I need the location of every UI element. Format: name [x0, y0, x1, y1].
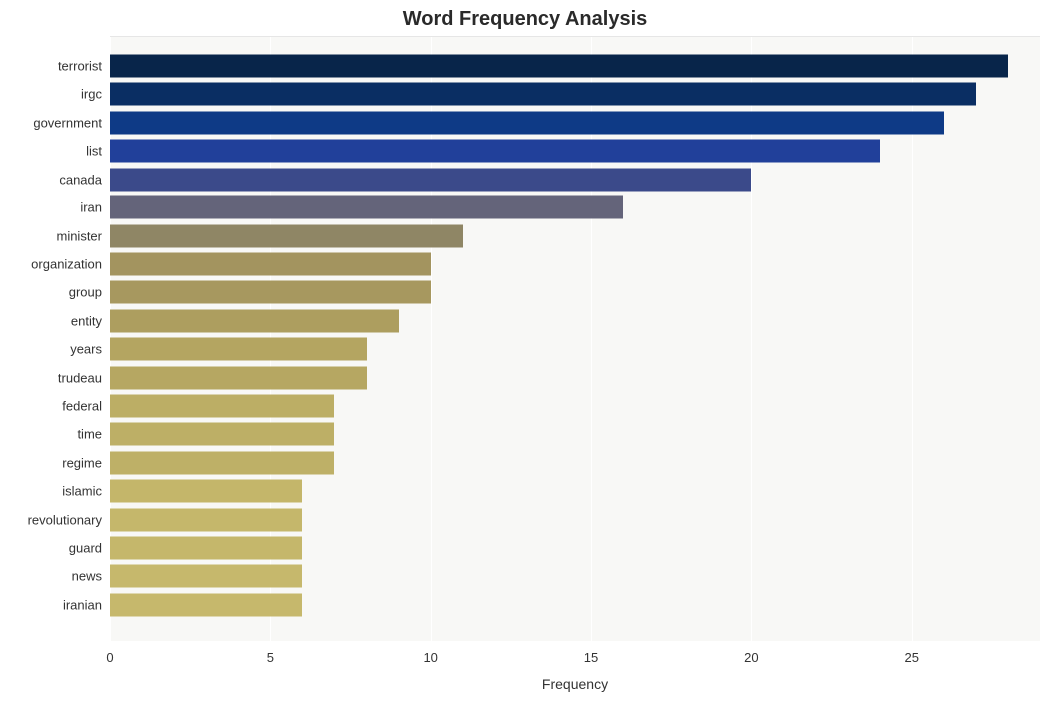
y-tick-label: guard — [69, 540, 102, 555]
y-tick-label: years — [70, 342, 102, 357]
y-tick-label: terrorist — [58, 58, 102, 73]
y-tick-label: news — [72, 569, 102, 584]
bar — [110, 83, 976, 106]
bar — [110, 508, 302, 531]
y-tick-label: list — [86, 144, 102, 159]
x-tick-label: 0 — [106, 650, 113, 665]
y-tick-label: islamic — [62, 484, 102, 499]
y-tick-label: minister — [56, 228, 102, 243]
bar — [110, 451, 334, 474]
plot-area: terroristirgcgovernmentlistcanadairanmin… — [110, 36, 1040, 641]
y-tick-label: trudeau — [58, 370, 102, 385]
bar — [110, 253, 431, 276]
y-tick-label: federal — [62, 399, 102, 414]
x-axis-title: Frequency — [542, 676, 608, 692]
bar — [110, 366, 367, 389]
bar — [110, 140, 880, 163]
bar — [110, 536, 302, 559]
y-tick-label: entity — [71, 313, 102, 328]
bar — [110, 423, 334, 446]
bar — [110, 281, 431, 304]
bar — [110, 338, 367, 361]
bar — [110, 196, 623, 219]
y-tick-label: iran — [80, 200, 102, 215]
bar — [110, 224, 463, 247]
bar — [110, 593, 302, 616]
bar — [110, 309, 399, 332]
x-tick-label: 25 — [904, 650, 918, 665]
y-tick-label: time — [77, 427, 102, 442]
bar — [110, 111, 944, 134]
y-tick-label: canada — [59, 172, 102, 187]
bar — [110, 54, 1008, 77]
bar — [110, 395, 334, 418]
bar — [110, 480, 302, 503]
y-tick-label: revolutionary — [28, 512, 102, 527]
y-tick-label: organization — [31, 257, 102, 272]
chart-title: Word Frequency Analysis — [0, 8, 1050, 31]
y-tick-label: government — [33, 115, 102, 130]
x-tick-label: 5 — [267, 650, 274, 665]
x-tick-label: 10 — [423, 650, 437, 665]
x-tick-label: 15 — [584, 650, 598, 665]
y-tick-label: group — [69, 285, 102, 300]
chart-container: Word Frequency Analysis terroristirgcgov… — [0, 0, 1050, 701]
y-tick-label: regime — [62, 455, 102, 470]
bar — [110, 565, 302, 588]
y-tick-label: irgc — [81, 87, 102, 102]
x-tick-label: 20 — [744, 650, 758, 665]
y-tick-label: iranian — [63, 597, 102, 612]
bar — [110, 168, 751, 191]
